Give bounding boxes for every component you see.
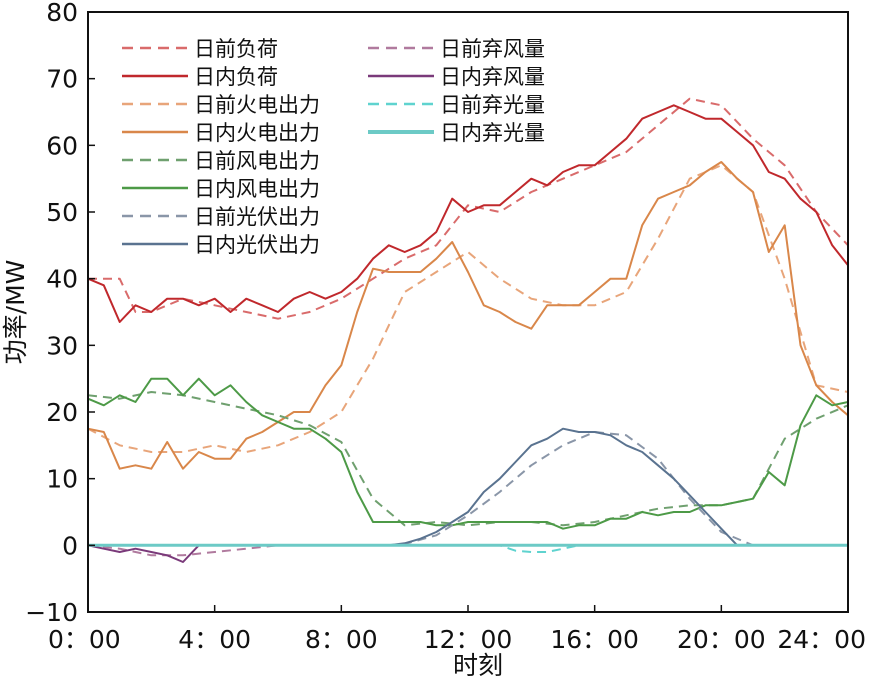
x-tick-label: 16：00 [550, 625, 639, 654]
legend-label-9: 日内弃风量 [440, 65, 545, 89]
legend-label-1: 日内负荷 [194, 65, 278, 89]
series-line-3 [87, 161, 849, 470]
series-line-4 [87, 391, 849, 527]
x-tick-label: 24：00 [777, 625, 866, 654]
legend-label-4: 日前风电出力 [194, 149, 320, 173]
series-line-9 [87, 544, 848, 563]
y-tick-label: 80 [46, 0, 78, 27]
legend-label-6: 日前光伏出力 [194, 205, 320, 229]
x-tick-label: 8：00 [305, 625, 378, 654]
x-tick-label: 4：00 [178, 625, 251, 654]
y-tick-label: 10 [46, 465, 78, 494]
x-tick-label: 12：00 [424, 625, 513, 654]
y-tick-label: 0 [62, 531, 78, 560]
legend-label-2: 日前火电出力 [194, 93, 320, 117]
legend-label-5: 日内风电出力 [194, 177, 320, 201]
x-tick-label: 0：00 [48, 625, 121, 654]
series-lines [87, 97, 849, 563]
y-tick-label: 70 [46, 65, 78, 94]
legend-label-0: 日前负荷 [194, 37, 278, 61]
y-tick-label: −10 [25, 598, 78, 627]
x-axis: 0：00 4：00 8：00 12：00 16：00 20：00 24：00 [48, 605, 866, 654]
legend: 日前负荷日内负荷日前火电出力日内火电出力日前风电出力日内风电出力日前光伏出力日内… [122, 37, 545, 257]
legend-label-8: 日前弃风量 [440, 37, 545, 61]
legend-label-10: 日前弃光量 [440, 93, 545, 117]
series-line-1 [87, 104, 849, 323]
y-tick-label: 20 [46, 398, 78, 427]
y-tick-label: 60 [46, 131, 78, 160]
legend-label-11: 日内弃光量 [440, 121, 545, 145]
y-axis-label: 功率/MW [1, 260, 30, 365]
series-line-0 [88, 97, 849, 320]
series-line-5 [87, 377, 849, 530]
y-tick-label: 40 [46, 265, 78, 294]
y-tick-label: 30 [46, 331, 78, 360]
series-line-6 [88, 431, 848, 547]
y-tick-label: 50 [46, 198, 78, 227]
y-axis: −10 0 10 20 30 40 50 60 70 80 [25, 0, 95, 627]
x-axis-label: 时刻 [453, 651, 503, 680]
x-tick-label: 20：00 [677, 625, 766, 654]
legend-label-7: 日内光伏出力 [194, 233, 320, 257]
series-line-10 [88, 544, 848, 553]
series-line-7 [88, 427, 848, 547]
legend-label-3: 日内火电出力 [194, 121, 320, 145]
